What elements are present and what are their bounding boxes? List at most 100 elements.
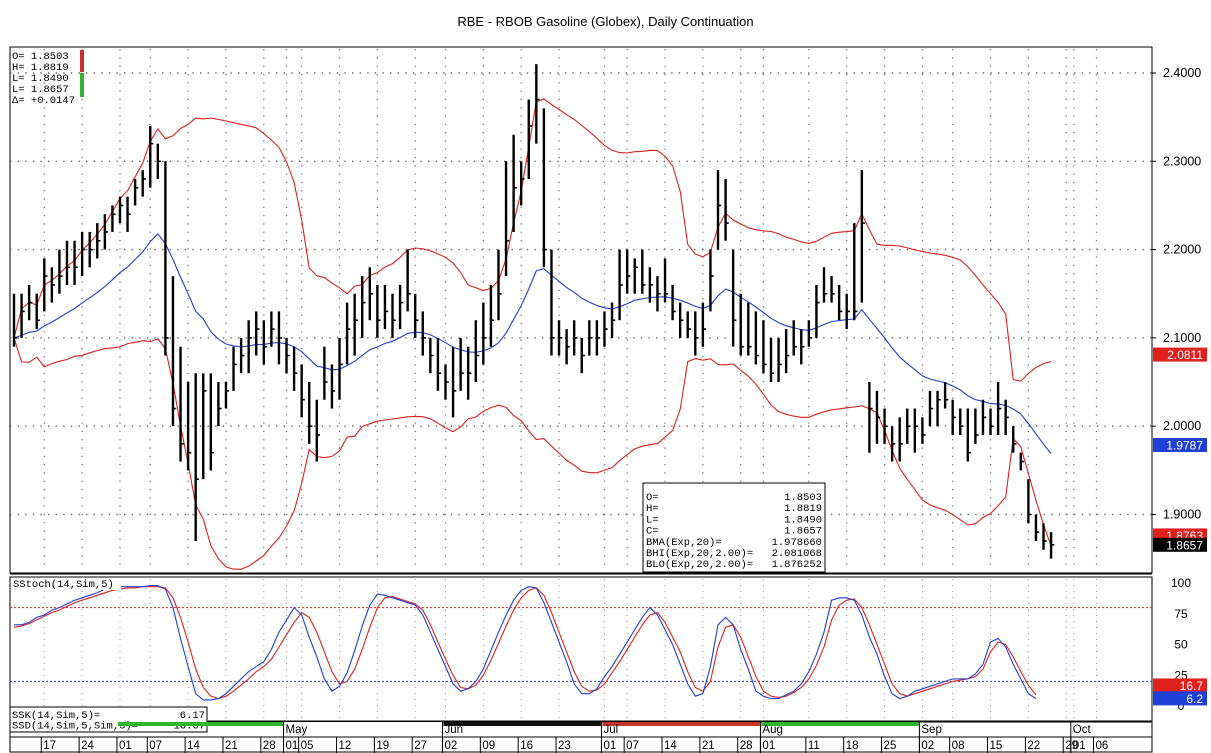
ohlc-readout-line: L= 1.8657 <box>12 84 69 96</box>
day-label: 21 <box>702 740 715 752</box>
day-label: 01 <box>603 740 616 752</box>
ohlc-bar <box>694 311 699 356</box>
stoch-tick-label: 0 <box>1178 699 1185 713</box>
day-label: 28 <box>740 740 753 752</box>
ohlc-bar <box>209 373 215 471</box>
day-label: 25 <box>884 740 897 752</box>
ohlc-bar <box>989 408 994 436</box>
ohlc-bar <box>126 196 131 232</box>
price-tick-label: 2.0000 <box>1163 419 1201 433</box>
ohlc-bar <box>731 249 737 347</box>
month-label: Sep <box>921 724 941 736</box>
last-value-text: 2.0811 <box>1167 348 1203 362</box>
ohlc-bar <box>943 382 949 409</box>
ohlc-bar <box>133 178 139 206</box>
ohlc-bar <box>73 240 78 285</box>
ohlc-bar <box>588 320 593 356</box>
ohlc-bar <box>504 161 510 277</box>
ohlc-bar <box>807 320 813 347</box>
ohlc-bar <box>928 390 934 427</box>
ohlc-bar <box>270 311 275 347</box>
ohlc-bar <box>315 399 320 462</box>
stoch-readout-value: 6.17 <box>180 710 205 722</box>
ohlc-bar <box>292 346 298 391</box>
ohlc-bar <box>285 337 290 374</box>
ohlc-bar <box>890 426 896 462</box>
ohlc-bars <box>12 64 1055 559</box>
ohlc-bar <box>338 337 343 400</box>
stoch-tick-label: 50 <box>1174 638 1188 652</box>
info-label: BLO(Exp,20,2.00)= <box>646 559 753 571</box>
ohlc-bar <box>527 99 532 179</box>
ohlc-bar <box>595 320 601 356</box>
ohlc-bar <box>656 276 661 312</box>
ohlc-bar <box>898 417 903 462</box>
day-label: 14 <box>664 740 677 752</box>
day-label: 28 <box>263 740 276 752</box>
ohlc-bar <box>535 64 540 144</box>
ohlc-bar <box>88 231 93 268</box>
stoch-last-value-text: 6.2 <box>1186 692 1203 706</box>
ohlc-bar <box>50 267 56 303</box>
ohlc-bar <box>232 346 237 391</box>
ohlc-bar <box>368 267 373 321</box>
month-label: Oct <box>1073 724 1092 736</box>
ohlc-bar <box>141 170 146 197</box>
day-label: 01 <box>762 740 775 752</box>
ohlc-bar <box>224 382 230 409</box>
price-tick-label: 2.1000 <box>1163 331 1201 345</box>
ohlc-bar <box>459 337 464 391</box>
day-label: 29 <box>1065 740 1078 752</box>
ohlc-bar <box>467 346 472 400</box>
day-label: 07 <box>626 740 639 752</box>
ohlc-bar <box>103 214 109 250</box>
ohlc-bar <box>853 223 858 321</box>
stoch-title: SStoch(14,Sim,5) <box>13 579 114 591</box>
day-label: 16 <box>520 740 533 752</box>
ohlc-bar <box>345 302 351 365</box>
ohlc-bar <box>35 293 40 330</box>
ohlc-bar <box>489 284 495 347</box>
month-band <box>761 722 919 726</box>
ohlc-bar <box>512 134 517 232</box>
stoch-tick-label: 100 <box>1171 576 1191 590</box>
info-value: 1.8819 <box>784 503 822 515</box>
info-value: 1.8503 <box>784 492 822 504</box>
ohlc-bar <box>80 231 86 277</box>
info-label: BHI(Exp,20,2.00)= <box>646 548 753 560</box>
stoch-last-value-text: 16.7 <box>1180 679 1204 693</box>
day-label: 14 <box>187 740 200 752</box>
ohlc-bar <box>754 311 760 365</box>
day-label: 15 <box>990 740 1003 752</box>
day-label: 05 <box>301 740 314 752</box>
day-label: 02 <box>444 740 457 752</box>
last-value-text: 1.9787 <box>1166 439 1203 453</box>
ohlc-bar <box>43 258 48 312</box>
stoch-readout-label: SSK(14,Sim,5)= <box>12 710 100 722</box>
ohlc-bar <box>580 337 585 374</box>
ohlc-bar <box>550 249 555 356</box>
ohlc-bar <box>156 143 162 179</box>
price-tick-label: 2.3000 <box>1163 154 1201 168</box>
ohlc-bar <box>149 125 154 188</box>
info-value: 1.8657 <box>784 526 822 538</box>
price-tick-label: 2.2000 <box>1163 243 1201 257</box>
day-label: 06 <box>1096 740 1109 752</box>
day-label: 07 <box>149 740 162 752</box>
ohlc-bar <box>474 320 479 383</box>
ohlc-bar <box>451 346 457 418</box>
price-tick-label: 2.4000 <box>1163 66 1201 80</box>
ohlc-bar <box>610 302 616 338</box>
ohlc-bar <box>572 320 578 356</box>
ohlc-bar <box>603 311 608 347</box>
ohlc-bar <box>648 267 654 303</box>
last-value-box <box>1153 347 1207 362</box>
info-label: L= <box>646 514 659 526</box>
ohlc-bar <box>981 399 987 436</box>
ssk-line <box>14 584 1037 701</box>
ohlc-bar <box>194 373 199 541</box>
day-label: 21 <box>225 740 238 752</box>
ohlc-bar <box>12 293 18 347</box>
